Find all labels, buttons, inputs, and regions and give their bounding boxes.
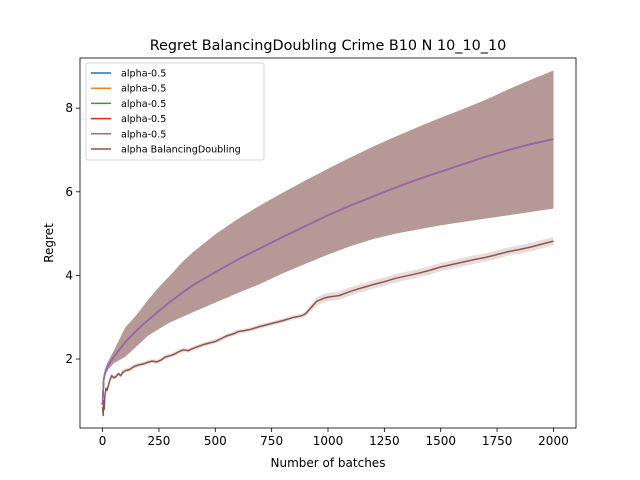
- legend-entry: alpha-0.5: [121, 114, 166, 125]
- legend-entry: alpha-0.5: [121, 129, 166, 140]
- y-tick-label: 6: [65, 185, 73, 199]
- legend-entry: alpha-0.5: [121, 69, 166, 80]
- series-3-band: [102, 70, 554, 408]
- chart-title: Regret BalancingDoubling Crime B10 N 10_…: [150, 38, 507, 54]
- x-tick-label: 2000: [538, 434, 569, 448]
- x-tick-label: 750: [260, 434, 283, 448]
- legend: alpha-0.5 alpha-0.5 alpha-0.5 alpha-0.5 alph…: [85, 62, 265, 161]
- series-2-band: [102, 70, 554, 408]
- y-axis-ticks: 2 4 6 8: [65, 101, 80, 366]
- x-tick-label: 500: [204, 434, 227, 448]
- series-5-line: [101, 138, 554, 406]
- series-6-line: [101, 240, 554, 417]
- legend-entry: alpha BalancingDoubling: [121, 145, 241, 156]
- y-tick-label: 2: [65, 352, 73, 366]
- series-4-band: [102, 70, 554, 408]
- y-axis-label: Regret: [42, 223, 56, 263]
- x-tick-label: 1000: [313, 434, 344, 448]
- legend-entry: alpha-0.5: [121, 99, 166, 110]
- series-1-band: [102, 70, 554, 408]
- y-tick-label: 8: [65, 101, 73, 115]
- legend-frame: [85, 62, 265, 161]
- legend-entry: alpha-0.5: [121, 84, 166, 95]
- series-5-band: [102, 70, 554, 408]
- series-6-band: [102, 236, 554, 418]
- confidence-bands: [102, 70, 554, 418]
- y-tick-label: 4: [65, 268, 73, 282]
- series-lines: [101, 138, 554, 417]
- x-axis-ticks: 0 250 500 750 1000 1250 1500 1750 2000: [99, 428, 569, 448]
- x-tick-label: 1500: [425, 434, 456, 448]
- x-tick-label: 1750: [482, 434, 513, 448]
- x-axis-label: Number of batches: [271, 456, 386, 470]
- x-tick-label: 250: [147, 434, 170, 448]
- x-tick-label: 1250: [369, 434, 400, 448]
- x-tick-label: 0: [99, 434, 107, 448]
